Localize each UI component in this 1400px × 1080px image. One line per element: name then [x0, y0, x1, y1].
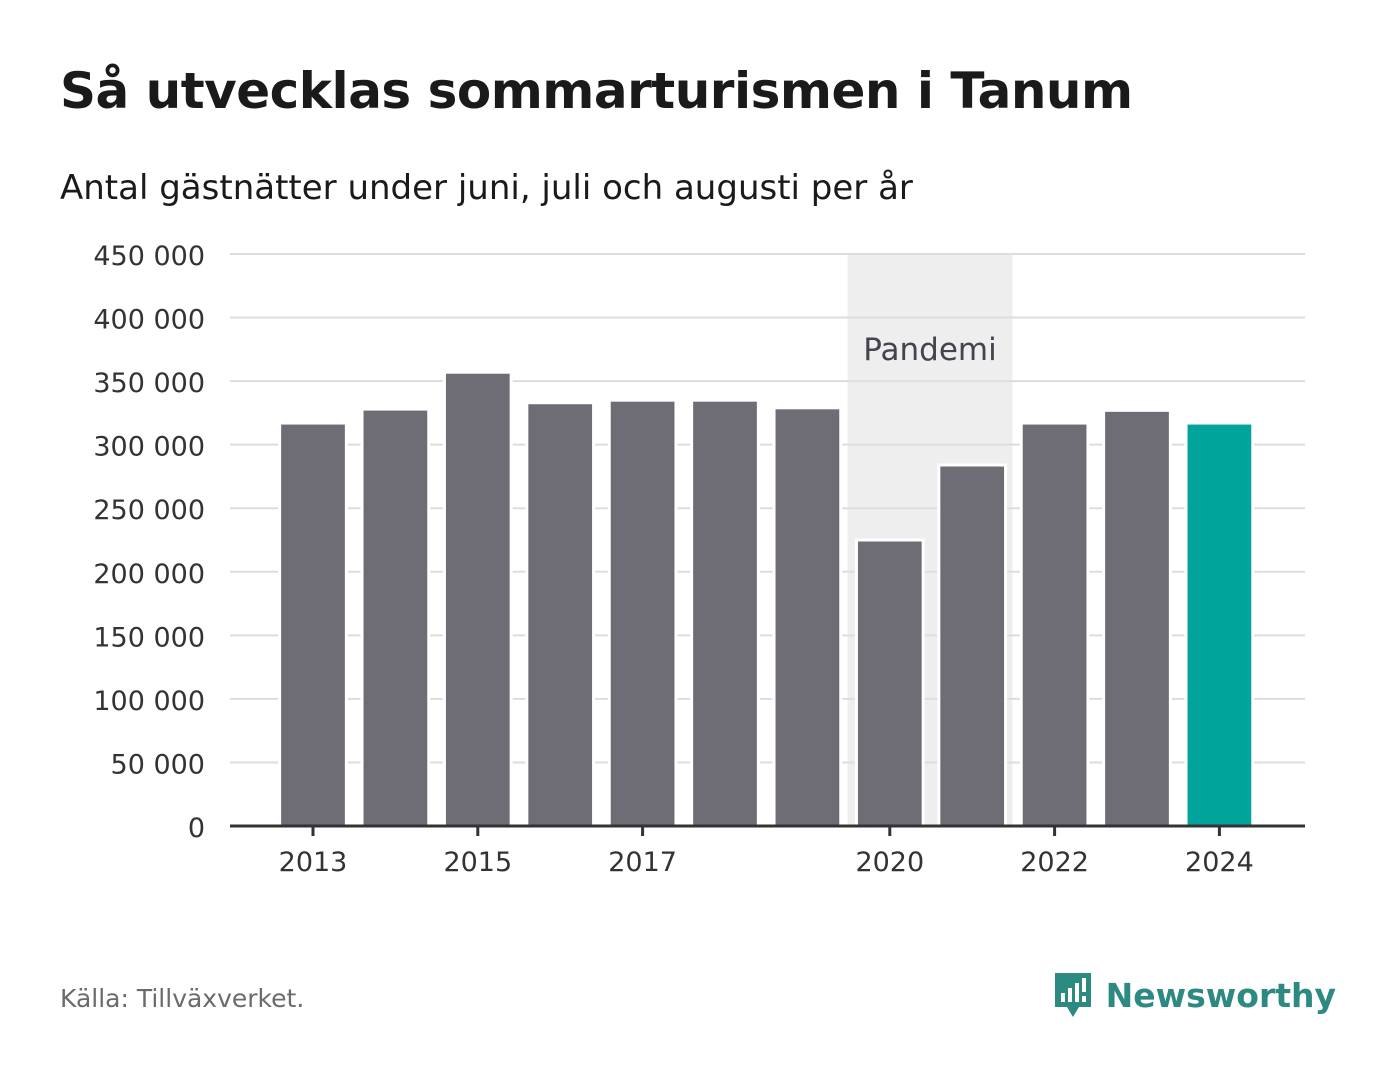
pandemic-label: Pandemi	[863, 332, 997, 368]
bar-2021	[937, 463, 1008, 828]
y-tick-label: 150 000	[93, 622, 205, 653]
y-tick-label: 200 000	[93, 559, 205, 590]
bar-chart: Pandemi 0 50 000 100 000 150 000 200 000 250 …	[93, 241, 1305, 878]
x-tick-label: 2013	[279, 847, 348, 878]
bars	[278, 370, 1255, 828]
bar-2019	[772, 406, 843, 828]
y-tick-label: 50 000	[111, 749, 205, 780]
y-tick-label: 300 000	[93, 432, 205, 463]
y-tick-label: 0	[188, 813, 205, 844]
newsworthy-logo: Newsworthy	[1052, 970, 1336, 1020]
axis-labels: 0 50 000 100 000 150 000 200 000 250 000 300 0…	[93, 241, 1253, 878]
brand-name: Newsworthy	[1105, 975, 1336, 1015]
bar-2015	[442, 370, 513, 828]
x-tick-label: 2017	[608, 847, 677, 878]
bar-2014	[360, 407, 431, 828]
bar-chart-speech-icon	[1054, 973, 1091, 1017]
bar-2017	[607, 398, 678, 828]
bar-2016	[525, 401, 596, 828]
y-tick-label: 450 000	[93, 241, 205, 272]
y-tick-label: 350 000	[93, 368, 205, 399]
x-axis	[230, 824, 1305, 836]
chart-subtitle: Antal gästnätter under juni, juli och au…	[60, 168, 913, 208]
x-tick-label: 2022	[1020, 847, 1089, 878]
bar-2020	[854, 538, 925, 828]
bar-2018	[690, 398, 760, 828]
x-tick-label: 2024	[1185, 847, 1254, 878]
chart-title: Så utvecklas sommarturismen i Tanum	[60, 62, 1133, 120]
bar-2024	[1184, 421, 1255, 828]
y-tick-label: 100 000	[93, 686, 205, 717]
y-tick-label: 250 000	[93, 495, 205, 526]
bar-2013	[278, 421, 348, 828]
x-tick-label: 2015	[443, 847, 512, 878]
y-tick-label: 400 000	[93, 305, 205, 336]
x-tick-label: 2020	[855, 847, 924, 878]
source-note: Källa: Tillväxverket.	[60, 984, 305, 1013]
bar-2023	[1102, 408, 1172, 828]
bar-2022	[1019, 421, 1090, 828]
